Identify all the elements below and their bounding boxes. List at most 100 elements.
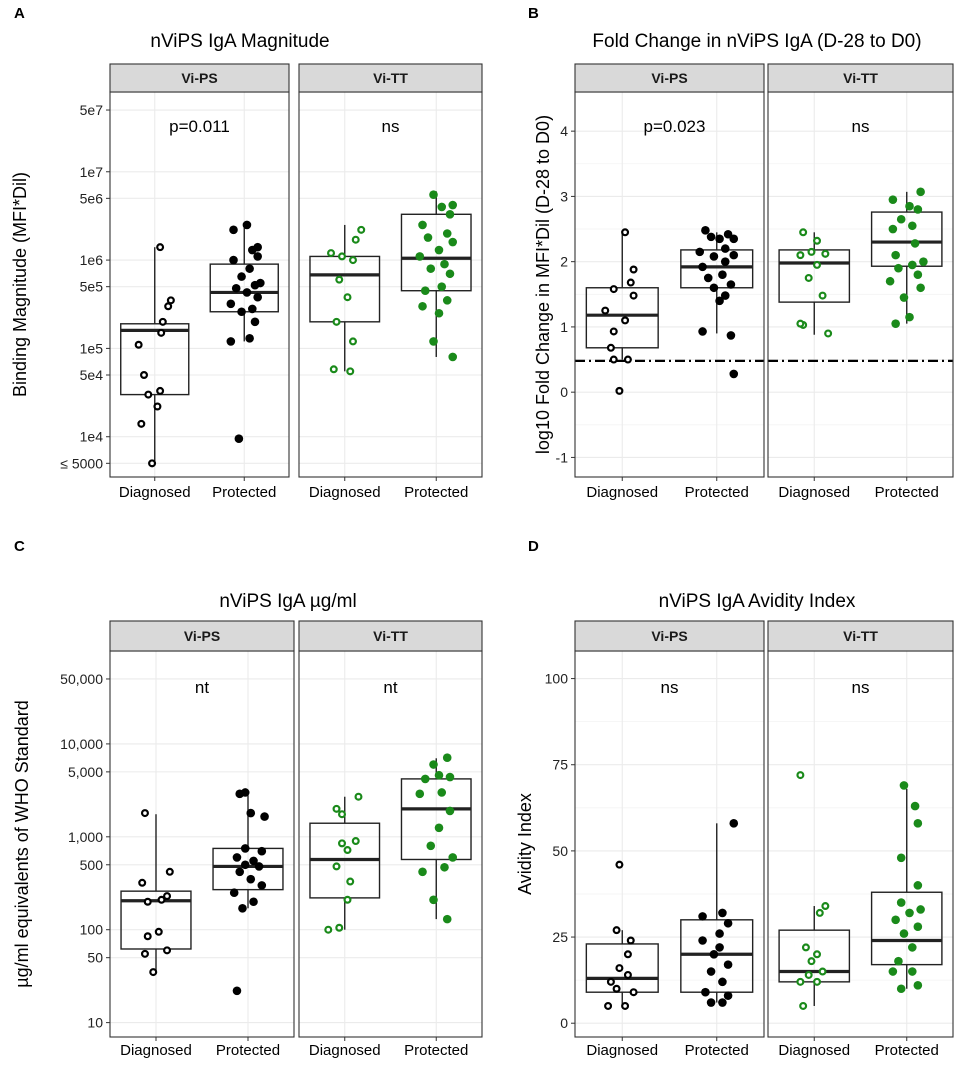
data-point: [905, 312, 914, 322]
data-point: [442, 914, 452, 924]
data-point: [420, 286, 430, 296]
facet-strip-label: Vi-PS: [651, 628, 687, 644]
data-point: [718, 270, 727, 280]
data-point: [229, 255, 238, 265]
data-point: [448, 352, 458, 362]
data-point: [799, 1001, 808, 1010]
data-point: [245, 264, 254, 273]
x-tick-label: Protected: [216, 1042, 280, 1059]
facet-strip: [109, 63, 290, 93]
data-point: [448, 853, 458, 862]
y-tick-label: 50,000: [60, 671, 103, 687]
data-point: [894, 263, 903, 273]
data-point: [138, 878, 147, 887]
data-point: [891, 319, 900, 328]
data-point: [824, 329, 833, 338]
data-point: [440, 259, 449, 269]
box-protected: [680, 919, 754, 993]
data-point: [250, 317, 260, 327]
data-point: [237, 272, 246, 281]
data-point: [445, 209, 455, 219]
data-point: [420, 774, 430, 784]
data-point: [434, 308, 444, 318]
data-point: [609, 285, 618, 294]
y-tick-label: 50: [552, 843, 568, 859]
data-point: [137, 419, 146, 428]
y-axis-label: log10 Fold Change in MFI*Dil (D-28 to D0…: [533, 115, 553, 454]
data-point: [248, 304, 257, 314]
significance-label: ns: [852, 678, 870, 697]
data-point: [445, 806, 455, 816]
y-tick-label: 10: [87, 1015, 103, 1031]
x-tick-label: Diagnosed: [586, 1042, 658, 1059]
data-point: [434, 770, 444, 780]
x-tick-label: Diagnosed: [309, 484, 381, 501]
data-point: [237, 307, 246, 317]
data-point: [896, 214, 906, 224]
data-point: [916, 283, 925, 293]
data-point: [226, 299, 236, 309]
data-point: [143, 932, 152, 941]
data-point: [888, 224, 898, 234]
data-point: [698, 327, 707, 336]
data-point: [916, 905, 925, 914]
data-point: [445, 772, 455, 782]
data-point: [888, 195, 898, 204]
x-tick-label: Protected: [212, 484, 276, 501]
data-point: [821, 249, 830, 258]
data-point: [913, 819, 923, 828]
y-tick-label: 1e5: [80, 340, 104, 356]
y-tick-label: 2: [560, 254, 568, 270]
data-point: [623, 355, 632, 364]
data-point: [158, 317, 167, 326]
significance-label: nt: [195, 678, 209, 697]
data-point: [231, 283, 241, 293]
data-point: [813, 950, 822, 959]
data-point: [448, 200, 458, 210]
y-tick-label: 5,000: [68, 764, 103, 780]
data-point: [418, 220, 427, 230]
plot-background: [575, 92, 764, 477]
data-point: [698, 262, 707, 272]
significance-label: p=0.023: [644, 117, 706, 136]
data-point: [134, 340, 143, 349]
x-tick-label: Protected: [404, 1042, 468, 1059]
data-point: [723, 991, 733, 1000]
data-point: [327, 249, 336, 258]
data-point: [335, 923, 344, 932]
facet-vi-ps: Diagnosed Protected p=0.023 Vi-PS: [574, 63, 765, 501]
data-point: [242, 220, 252, 230]
data-point: [157, 895, 166, 904]
data-point: [606, 343, 615, 352]
panel-tag: B: [528, 5, 539, 22]
data-point: [695, 247, 705, 257]
data-point: [604, 1001, 613, 1010]
y-tick-label: 50: [87, 950, 103, 966]
data-point: [698, 936, 707, 945]
facet-strip: [109, 620, 295, 652]
plot-background: [575, 651, 764, 1037]
y-tick-label: 0: [560, 384, 568, 400]
data-point: [885, 276, 895, 286]
data-point: [615, 386, 624, 395]
data-point: [338, 839, 347, 848]
data-point: [415, 252, 425, 261]
data-point: [612, 926, 621, 935]
data-point: [426, 841, 436, 851]
data-point: [718, 998, 727, 1007]
data-point: [629, 265, 638, 274]
facet-strip: [574, 620, 765, 652]
data-point: [908, 943, 917, 952]
y-axis-label: µg/ml equivalents of WHO Standard: [12, 700, 32, 988]
data-point: [348, 256, 357, 265]
data-point: [723, 960, 733, 969]
data-point: [448, 237, 458, 247]
data-point: [706, 998, 716, 1007]
data-point: [804, 970, 813, 979]
data-point: [426, 264, 436, 273]
panel-tag: A: [14, 5, 25, 22]
data-point: [156, 386, 165, 395]
data-point: [623, 950, 632, 959]
data-point: [140, 949, 149, 958]
data-point: [429, 895, 438, 905]
